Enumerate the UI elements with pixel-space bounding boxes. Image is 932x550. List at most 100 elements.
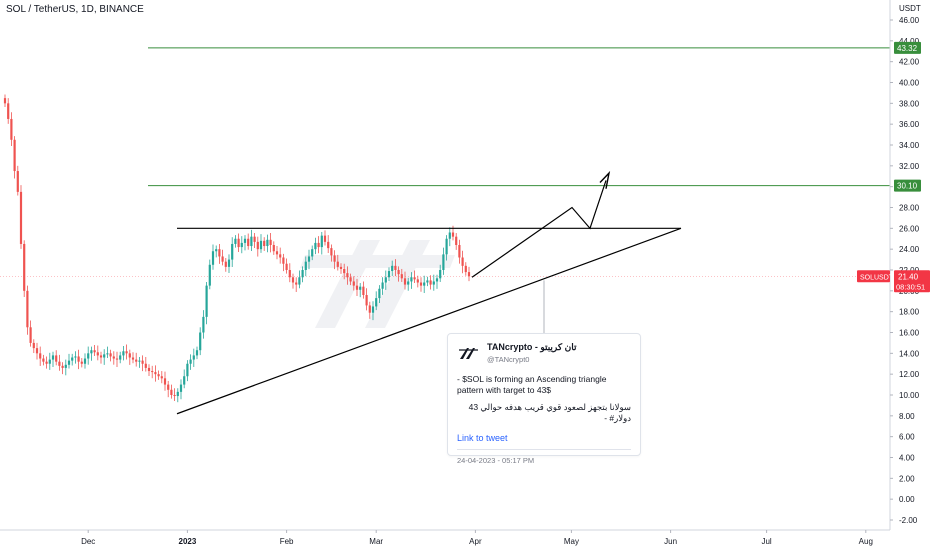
candle-body xyxy=(176,391,179,397)
candle-body xyxy=(19,191,23,244)
candle-body xyxy=(343,268,346,274)
candle-body xyxy=(403,278,407,285)
candle-body xyxy=(32,342,35,349)
tweet-card[interactable]: TANcrypto - تان كريبتو @TANcrypt0 - $SOL… xyxy=(447,333,641,465)
y-tick-label: 34.00 xyxy=(899,141,920,150)
candle-body xyxy=(96,352,99,356)
candle-body xyxy=(381,282,384,289)
candle-body xyxy=(29,327,32,343)
candle-body xyxy=(352,281,355,286)
candle-body xyxy=(327,241,330,249)
y-tick-label: 8.00 xyxy=(899,412,915,421)
candle-body xyxy=(199,332,202,351)
candle-body xyxy=(154,372,157,375)
y-tick-label: 18.00 xyxy=(899,308,920,317)
y-tick-label: 28.00 xyxy=(899,204,920,213)
candle-body xyxy=(77,356,80,362)
symbol-tag xyxy=(857,270,890,283)
y-tick-label: 2.00 xyxy=(899,474,915,483)
candle-body xyxy=(74,356,77,358)
candle-body xyxy=(445,238,448,255)
symbol-tag-label: SOLUSDT xyxy=(860,274,894,281)
candle-body xyxy=(275,251,279,255)
tweet-divider xyxy=(457,449,631,450)
tancrypto-logo-icon xyxy=(459,348,478,359)
trendline-drawings[interactable] xyxy=(176,170,682,415)
candle-body xyxy=(64,364,67,368)
time-axis[interactable]: Dec 2023 Feb Mar Apr May Jun Jul Aug xyxy=(0,529,890,546)
candle-body xyxy=(42,358,45,362)
y-tick-label: 46.00 xyxy=(899,16,920,25)
level-price-tag-label: 43.32 xyxy=(897,44,918,53)
y-tick-label: -2.00 xyxy=(899,516,918,525)
candle-body xyxy=(71,357,74,361)
candle-body xyxy=(144,363,147,368)
candle-body xyxy=(349,277,352,282)
candle-body xyxy=(416,279,419,283)
candle-body xyxy=(336,261,339,267)
candle-body xyxy=(186,363,189,377)
candle-body xyxy=(87,353,90,359)
candle-body xyxy=(99,355,103,358)
candle-body xyxy=(426,280,429,283)
candle-body xyxy=(247,238,250,247)
currency-label: USDT xyxy=(899,4,921,13)
candle-body xyxy=(317,242,320,248)
y-tick-label: 0.00 xyxy=(899,495,915,504)
candle-body xyxy=(67,360,71,365)
candle-body xyxy=(375,298,378,307)
candle-body xyxy=(103,354,106,358)
candle-body xyxy=(183,376,186,385)
candle-body xyxy=(58,361,61,366)
candle-body xyxy=(397,270,400,275)
candle-body xyxy=(141,360,144,364)
candle-body xyxy=(35,348,39,354)
candle-body xyxy=(112,356,115,359)
candle-body xyxy=(368,305,371,313)
last-price-tag xyxy=(894,270,930,293)
support-trendline[interactable] xyxy=(176,227,682,415)
candle-body xyxy=(218,249,221,257)
candle-body xyxy=(333,255,336,262)
candle-body xyxy=(362,286,365,295)
candle-body xyxy=(109,353,112,357)
candle-body xyxy=(227,259,231,267)
tweet-text-english: - $SOL is forming an Ascending triangle … xyxy=(457,374,607,395)
candle-body xyxy=(106,353,109,355)
candle-body xyxy=(26,290,29,328)
candle-body xyxy=(400,274,403,279)
level-price-tag xyxy=(894,179,921,192)
candle-body xyxy=(135,359,138,362)
link-to-tweet[interactable]: Link to tweet xyxy=(457,433,508,443)
candle-body xyxy=(138,360,141,362)
price-axis[interactable]: USDT -2.00 0.00 2.00 4.00 6.00 8.00 10.00 12.00 1… xyxy=(889,0,921,530)
candle-body xyxy=(304,261,307,270)
candle-body xyxy=(39,353,42,359)
candle-body xyxy=(10,118,13,140)
candle-body xyxy=(314,242,317,250)
x-tick-label: Jul xyxy=(761,537,771,546)
candle-body xyxy=(115,358,119,360)
candle-body xyxy=(378,288,381,299)
y-tick-label: 44.00 xyxy=(899,37,920,46)
projection-path[interactable] xyxy=(471,180,607,278)
level-price-tag xyxy=(894,41,921,54)
candle-body xyxy=(394,265,397,270)
candle-body xyxy=(442,254,445,270)
x-tick-label: 2023 xyxy=(179,537,197,546)
candle-body xyxy=(432,281,435,285)
candle-body xyxy=(455,236,458,245)
candle-body xyxy=(359,286,362,290)
candle-body xyxy=(320,235,323,248)
candle-body xyxy=(467,272,471,277)
y-tick-label: 24.00 xyxy=(899,245,920,254)
candle-body xyxy=(311,249,314,257)
candle-body xyxy=(221,256,224,262)
candle-body xyxy=(208,264,211,286)
candle-body xyxy=(279,254,282,258)
y-tick-label: 16.00 xyxy=(899,329,920,338)
candle-body xyxy=(215,249,218,252)
tradingview-watermark-icon xyxy=(300,240,455,328)
projection-arrowhead-icon xyxy=(599,170,611,189)
